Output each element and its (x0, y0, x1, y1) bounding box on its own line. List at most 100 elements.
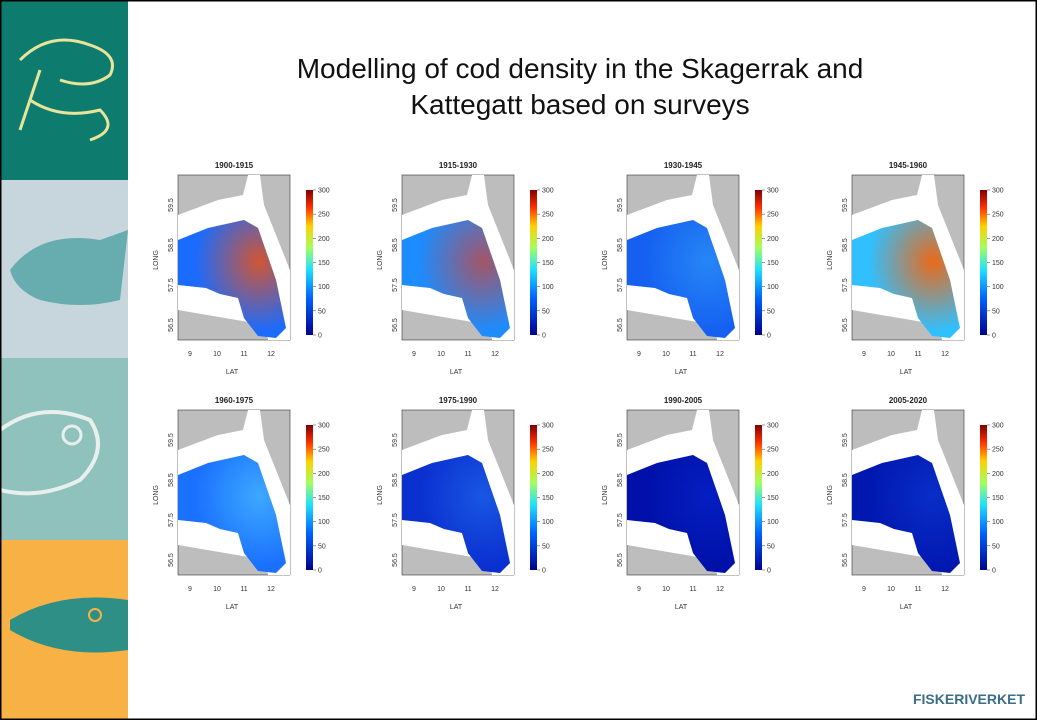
colorbar-tick-label: 50 (542, 308, 550, 315)
y-tick-label: 57.5 (392, 513, 399, 527)
x-tick-label: 9 (412, 586, 416, 593)
x-axis-label: LAT (675, 604, 688, 611)
colorbar-tick-label: 100 (318, 284, 330, 291)
density-hotspot (627, 455, 735, 573)
density-hotspot (178, 455, 286, 573)
y-tick-label: 57.5 (168, 278, 175, 292)
y-tick-label: 56.5 (168, 318, 175, 332)
colorbar-tick-label: 150 (992, 260, 1004, 267)
y-tick-label: 56.5 (617, 318, 624, 332)
x-tick-label: 11 (464, 351, 471, 358)
x-tick-label: 11 (240, 351, 247, 358)
map-panel: 1900-1915 300 250 200 150 100 50 0 59.5 58.5 57.5 5… (153, 161, 330, 376)
x-tick-label: 12 (491, 351, 499, 358)
colorbar-tick-label: 250 (767, 212, 779, 219)
x-tick-label: 10 (887, 586, 895, 593)
colorbar-tick-label: 50 (992, 543, 1000, 550)
colorbar (980, 425, 987, 570)
x-tick-label: 10 (887, 351, 895, 358)
x-tick-label: 12 (941, 586, 949, 593)
colorbar-tick-label: 300 (767, 188, 779, 195)
colorbar-tick-label: 200 (542, 236, 554, 243)
colorbar (980, 190, 987, 335)
sidebar (0, 0, 128, 720)
y-tick-label: 58.5 (617, 238, 624, 252)
y-axis-label: LONG (377, 485, 384, 505)
panel-title: 1960-1975 (215, 396, 254, 405)
map-panel: 1915-1930 300 250 200 150 100 50 0 59.5 58.5 57.5 5… (377, 161, 554, 376)
colorbar-tick-label: 50 (318, 308, 326, 315)
colorbar-tick-label: 150 (767, 260, 779, 267)
x-tick-label: 11 (240, 586, 247, 593)
panels: 1900-191530025020015010050059.558.557.55… (153, 161, 1004, 611)
y-tick-label: 59.5 (617, 433, 624, 447)
x-tick-label: 11 (464, 586, 471, 593)
x-tick-label: 11 (689, 351, 696, 358)
y-tick-label: 58.5 (168, 238, 175, 252)
y-tick-label: 57.5 (392, 278, 399, 292)
colorbar-tick-label: 300 (542, 188, 554, 195)
x-tick-label: 10 (437, 351, 445, 358)
y-axis-label: LONG (602, 485, 609, 505)
colorbar-tick-label: 100 (767, 284, 779, 291)
y-tick-label: 56.5 (168, 553, 175, 567)
x-tick-label: 12 (716, 586, 724, 593)
colorbar (755, 190, 762, 335)
panel-title: 1915-1930 (439, 161, 478, 170)
colorbar-tick-label: 250 (318, 212, 330, 219)
colorbar-tick-label: 200 (992, 471, 1004, 478)
panel-title: 1930-1945 (664, 161, 703, 170)
colorbar-tick-label: 0 (318, 568, 322, 575)
x-tick-label: 9 (862, 586, 866, 593)
colorbar-tick-label: 50 (767, 543, 775, 550)
x-tick-label: 10 (662, 351, 670, 358)
density-hotspot (852, 220, 960, 338)
x-tick-label: 11 (914, 351, 921, 358)
x-tick-label: 10 (213, 351, 221, 358)
x-axis-label: LAT (450, 369, 463, 376)
y-tick-label: 58.5 (392, 473, 399, 487)
x-axis-label: LAT (900, 604, 913, 611)
x-tick-label: 9 (188, 586, 192, 593)
x-axis-label: LAT (450, 604, 463, 611)
y-tick-label: 58.5 (842, 238, 849, 252)
colorbar (306, 190, 313, 335)
y-tick-label: 56.5 (392, 553, 399, 567)
x-tick-label: 10 (213, 586, 221, 593)
colorbar-tick-label: 150 (542, 260, 554, 267)
y-tick-label: 59.5 (392, 433, 399, 447)
x-tick-label: 11 (689, 586, 696, 593)
y-tick-label: 58.5 (617, 473, 624, 487)
y-tick-label: 58.5 (392, 238, 399, 252)
colorbar-tick-label: 100 (992, 284, 1004, 291)
y-tick-label: 56.5 (392, 318, 399, 332)
density-hotspot (178, 220, 286, 338)
colorbar-tick-label: 300 (318, 423, 330, 430)
y-tick-label: 57.5 (617, 513, 624, 527)
colorbar-tick-label: 0 (542, 333, 546, 340)
panel-title: 1990-2005 (664, 396, 703, 405)
y-axis-label: LONG (377, 250, 384, 270)
x-tick-label: 9 (637, 351, 641, 358)
colorbar-tick-label: 0 (318, 333, 322, 340)
density-hotspot (852, 455, 960, 573)
colorbar-tick-label: 250 (992, 212, 1004, 219)
colorbar (755, 425, 762, 570)
x-tick-label: 9 (412, 351, 416, 358)
colorbar-tick-label: 200 (542, 471, 554, 478)
density-hotspot (627, 220, 735, 338)
map-panel: 2005-2020 300 250 200 150 100 50 0 59.5 58.5 57.5 5… (827, 396, 1004, 611)
y-axis-label: LONG (827, 250, 834, 270)
colorbar-tick-label: 200 (767, 471, 779, 478)
colorbar-tick-label: 300 (992, 188, 1004, 195)
y-tick-label: 59.5 (617, 198, 624, 212)
colorbar-tick-label: 100 (992, 519, 1004, 526)
x-tick-label: 12 (267, 586, 275, 593)
colorbar-tick-label: 250 (992, 447, 1004, 454)
colorbar-tick-label: 200 (767, 236, 779, 243)
colorbar-tick-label: 100 (318, 519, 330, 526)
colorbar-tick-label: 100 (542, 284, 554, 291)
logo: FISKERIVERKET (913, 691, 1025, 707)
